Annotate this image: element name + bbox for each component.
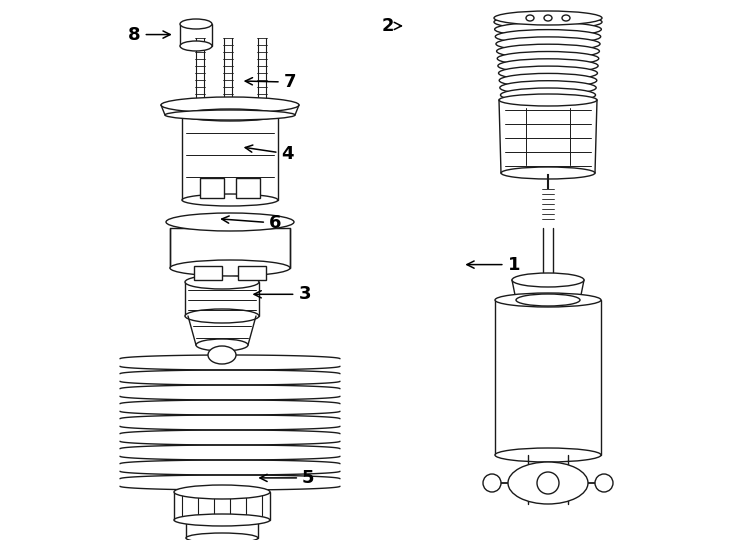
Ellipse shape [562, 15, 570, 21]
Text: 6: 6 [222, 214, 282, 232]
Ellipse shape [196, 339, 248, 351]
Ellipse shape [526, 15, 534, 21]
Ellipse shape [497, 44, 600, 58]
Ellipse shape [170, 260, 290, 276]
Bar [182, 115, 278, 200]
Ellipse shape [499, 94, 597, 106]
Ellipse shape [501, 88, 595, 102]
Ellipse shape [180, 19, 212, 29]
Ellipse shape [544, 15, 552, 21]
Ellipse shape [208, 346, 236, 364]
Ellipse shape [174, 485, 270, 499]
Ellipse shape [499, 73, 597, 87]
Ellipse shape [185, 275, 259, 289]
Ellipse shape [166, 213, 294, 231]
Ellipse shape [483, 474, 501, 492]
Bar [170, 228, 290, 268]
Ellipse shape [595, 474, 613, 492]
Ellipse shape [495, 30, 600, 44]
Ellipse shape [494, 11, 602, 25]
Ellipse shape [501, 167, 595, 179]
Ellipse shape [495, 293, 601, 307]
Text: 4: 4 [245, 145, 294, 163]
Ellipse shape [496, 37, 600, 51]
Bar [200, 178, 224, 198]
Bar [238, 266, 266, 280]
Ellipse shape [512, 273, 584, 287]
Ellipse shape [495, 22, 601, 36]
Ellipse shape [494, 15, 602, 29]
Ellipse shape [161, 97, 299, 113]
Text: 8: 8 [128, 25, 170, 44]
Bar [180, 24, 212, 46]
Ellipse shape [185, 309, 259, 323]
Text: 2: 2 [381, 17, 401, 35]
Ellipse shape [180, 41, 212, 51]
Ellipse shape [165, 110, 295, 120]
Bar [174, 492, 270, 520]
Ellipse shape [182, 109, 278, 121]
Ellipse shape [495, 448, 601, 462]
Bar [495, 300, 601, 455]
Bar [236, 178, 260, 198]
Ellipse shape [537, 472, 559, 494]
Ellipse shape [498, 59, 598, 73]
Text: 7: 7 [245, 73, 297, 91]
Text: 3: 3 [254, 285, 311, 303]
Ellipse shape [182, 194, 278, 206]
Bar [186, 520, 258, 538]
Text: 1: 1 [467, 255, 520, 274]
Ellipse shape [186, 533, 258, 540]
Bar [194, 266, 222, 280]
Bar [185, 282, 259, 316]
Text: 5: 5 [260, 469, 315, 487]
Ellipse shape [498, 66, 597, 80]
Ellipse shape [500, 80, 596, 94]
Ellipse shape [516, 294, 580, 306]
Ellipse shape [497, 51, 599, 65]
Ellipse shape [508, 462, 588, 504]
Ellipse shape [174, 514, 270, 526]
